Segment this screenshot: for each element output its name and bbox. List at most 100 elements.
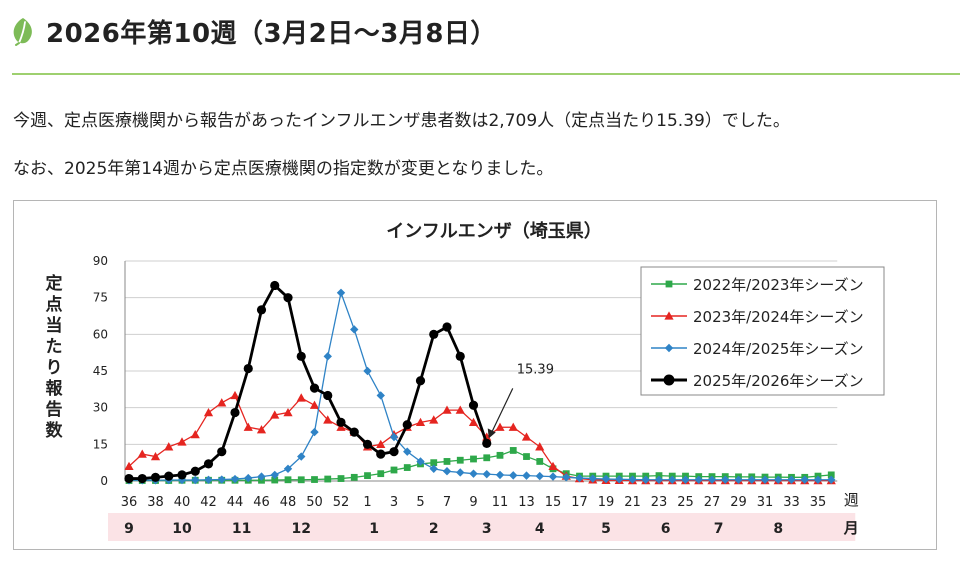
data-point <box>311 476 318 483</box>
data-point <box>813 475 823 484</box>
month-label: 1 <box>369 521 379 537</box>
data-point <box>522 471 531 480</box>
y-tick-label: 15 <box>93 437 108 451</box>
x-tick-label: 44 <box>227 495 244 510</box>
data-point <box>309 383 320 393</box>
legend-entry: 2024年/2025年シーズン <box>693 340 864 358</box>
y-tick-label: 30 <box>93 401 108 415</box>
data-point <box>390 466 398 474</box>
month-label: 7 <box>714 521 724 537</box>
data-point <box>309 400 320 409</box>
data-point <box>256 425 267 434</box>
annotation-arrow <box>490 388 514 435</box>
month-label: 4 <box>535 521 545 537</box>
data-point <box>337 475 345 482</box>
month-label: 10 <box>172 521 192 537</box>
data-point <box>270 410 280 419</box>
data-point <box>456 468 465 477</box>
month-label: 11 <box>232 521 251 537</box>
y-tick-label: 90 <box>93 254 108 268</box>
x-tick-label: 36 <box>121 495 138 510</box>
month-label: 3 <box>482 521 492 537</box>
x-tick-label: 46 <box>253 495 270 510</box>
data-point <box>681 475 690 484</box>
data-point <box>470 455 477 463</box>
x-tick-label: 42 <box>200 495 217 510</box>
data-point <box>310 427 319 437</box>
x-tick-label: 40 <box>174 495 191 510</box>
data-point <box>469 469 478 478</box>
data-point <box>535 442 545 451</box>
y-tick-label: 0 <box>100 474 108 488</box>
data-point <box>297 452 306 461</box>
data-point <box>270 470 279 480</box>
data-point <box>137 473 147 484</box>
data-point <box>296 351 306 361</box>
data-point <box>363 366 372 376</box>
x-tick-label: 5 <box>416 495 424 510</box>
data-point <box>350 473 358 481</box>
data-point <box>350 325 359 334</box>
data-point <box>164 442 174 451</box>
data-point <box>521 432 532 441</box>
data-point <box>217 475 226 484</box>
data-point <box>283 407 293 417</box>
data-point <box>150 451 161 461</box>
x-tick-label: 13 <box>518 495 535 510</box>
month-label: 12 <box>292 521 311 537</box>
data-point <box>548 472 558 481</box>
data-point <box>203 407 214 417</box>
data-point <box>654 475 664 484</box>
x-tick-label: 15 <box>545 495 562 510</box>
data-point <box>443 458 451 465</box>
data-point <box>588 474 597 483</box>
legend-entry: 2025年/2026年シーズン <box>693 372 864 390</box>
data-point <box>601 474 611 484</box>
data-point <box>257 472 266 481</box>
data-point <box>535 471 544 481</box>
x-axis-label: 週 <box>844 491 859 509</box>
data-point <box>297 476 305 484</box>
data-point <box>774 475 783 484</box>
month-band <box>108 513 856 541</box>
data-point <box>508 422 518 431</box>
influenza-chart: インフルエンザ（埼玉県）定点当たり報告数 0 15 30 45 60 75 90 36 38 40 4… <box>13 200 937 550</box>
month-axis-label: 月 <box>843 519 859 537</box>
data-point <box>362 439 373 449</box>
data-point <box>124 461 134 471</box>
y-axis-label-char: り <box>46 358 63 378</box>
x-tick-label: 7 <box>443 495 451 510</box>
data-point <box>430 459 438 467</box>
data-point <box>376 391 385 400</box>
y-axis-label-char: 点 <box>46 294 63 315</box>
data-point <box>495 422 505 431</box>
data-point <box>190 429 200 439</box>
data-point <box>217 398 227 407</box>
data-point <box>271 476 279 484</box>
y-axis-label-char: 数 <box>46 420 64 441</box>
series-line <box>129 283 489 480</box>
page-heading: 2026年第10週（3月2日～3月8日） <box>10 8 955 54</box>
summary-paragraph: 今週、定点医療機関から報告があったインフルエンザ患者数は2,709人（定点当たり… <box>13 111 790 131</box>
x-tick-label: 35 <box>810 495 827 510</box>
heading-divider <box>12 73 960 75</box>
legend-entry: 2023年/2024年シーズン <box>693 308 864 326</box>
y-axis-label-char: 報 <box>46 378 64 399</box>
data-point <box>665 280 673 288</box>
annotation-label: 15.39 <box>517 362 554 377</box>
data-point <box>164 471 174 481</box>
data-point <box>403 447 412 456</box>
x-tick-label: 52 <box>333 495 350 510</box>
data-point <box>190 466 200 476</box>
annotation-arrowhead <box>487 428 496 439</box>
data-point <box>284 476 292 484</box>
chart-title: インフルエンザ（埼玉県） <box>386 220 601 242</box>
data-point <box>536 458 544 465</box>
data-point <box>204 475 213 484</box>
data-point <box>483 454 491 462</box>
x-tick-label: 27 <box>704 495 721 510</box>
y-axis-label-char: 定 <box>46 273 63 294</box>
month-label: 6 <box>661 521 671 537</box>
x-tick-label: 31 <box>757 495 774 510</box>
data-point <box>323 352 332 361</box>
